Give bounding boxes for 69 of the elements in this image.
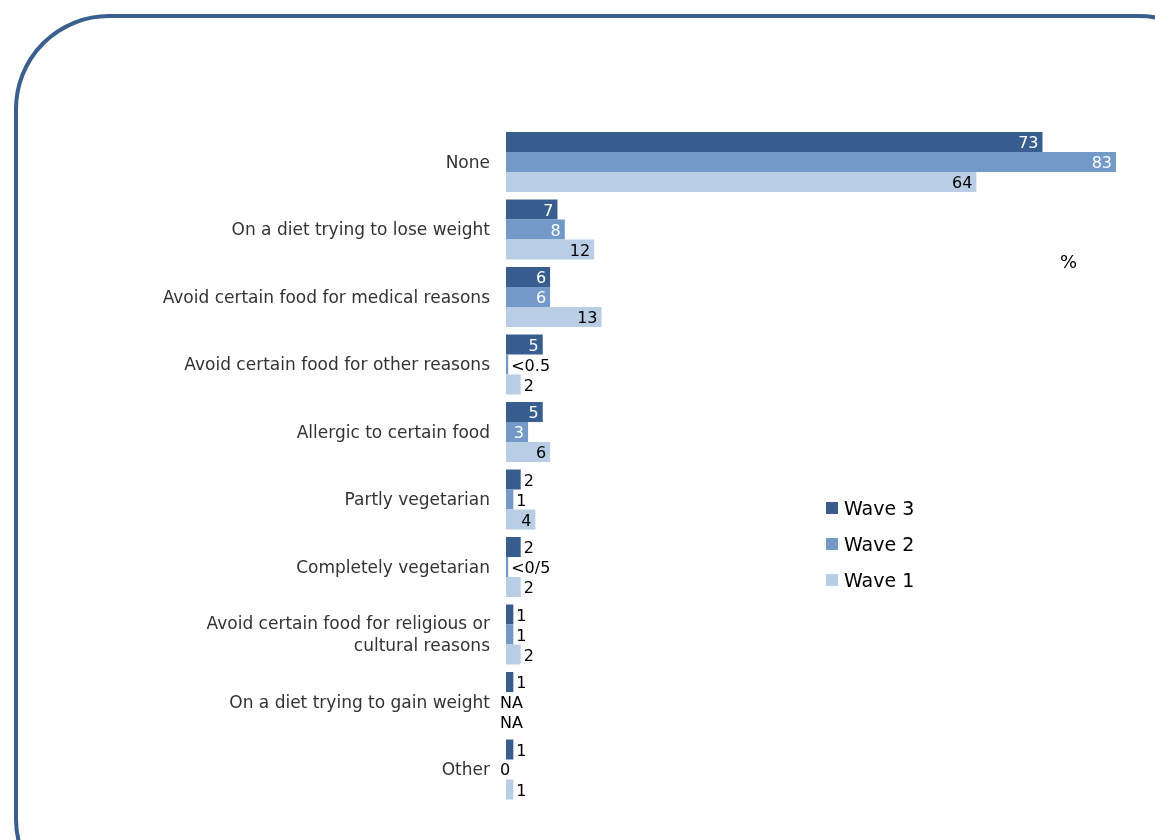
data-label: 7: [543, 200, 554, 220]
bar: [506, 374, 521, 395]
bar: [506, 557, 509, 577]
data-label: 1: [516, 625, 527, 645]
y-tick-label: Avoid certain food for other reasons: [184, 354, 491, 375]
data-label: 73: [1018, 133, 1039, 152]
bar: [506, 219, 565, 240]
data-label: 6: [535, 443, 547, 462]
data-label: 5: [528, 335, 539, 355]
bar: [506, 577, 521, 597]
bar: [506, 402, 543, 422]
data-label: 83: [1091, 153, 1112, 172]
data-label: 6: [535, 268, 547, 287]
data-label: 13: [577, 308, 598, 327]
bar: [506, 489, 514, 510]
y-tick-label: Avoid certain food for medical reasons: [162, 286, 491, 307]
bar: [506, 537, 521, 557]
legend-label: Wave 1: [844, 569, 915, 591]
data-label: 1: [516, 490, 527, 510]
data-label: 1: [516, 673, 527, 692]
bar: [506, 334, 543, 355]
bar: [506, 199, 558, 220]
data-label: 1: [516, 605, 527, 625]
data-label: 2: [523, 538, 534, 557]
data-label: 1: [516, 740, 527, 760]
data-label: 4: [521, 510, 532, 530]
bar: [506, 287, 551, 307]
data-label: 3: [513, 423, 525, 442]
data-label: 0: [500, 760, 511, 780]
bar: [506, 442, 551, 462]
bar: [506, 469, 521, 490]
data-label: 2: [523, 470, 534, 490]
bar: [506, 132, 1043, 152]
bar: [506, 779, 514, 800]
data-label: 8: [550, 220, 561, 240]
data-label: <0/5: [511, 558, 551, 577]
data-label: 12: [569, 240, 591, 260]
legend-label: Wave 2: [844, 533, 915, 555]
y-tick-label: Allergic to certain food: [296, 421, 490, 442]
data-label: 6: [535, 288, 547, 307]
bar: [506, 307, 602, 327]
y-tick-label: None: [445, 151, 490, 172]
text: NA: [500, 692, 523, 712]
legend-label: Wave 3: [844, 497, 915, 519]
bar: [506, 239, 595, 260]
y-tick-label: Other: [441, 759, 490, 780]
y-tick-label: On a diet trying to lose weight: [231, 219, 491, 240]
bar: [506, 152, 1116, 172]
text: NA: [500, 712, 523, 732]
y-tick-label: On a diet trying to gain weight: [229, 691, 491, 712]
bar: [506, 672, 514, 692]
bar: [506, 624, 514, 645]
y-tick-label: Partly vegetarian: [344, 489, 490, 510]
y-tick-label: Avoid certain food for religious or cultural reasons: [206, 613, 491, 656]
data-label: 2: [523, 375, 534, 395]
data-label: 64: [952, 173, 973, 192]
data-label: 5: [528, 403, 539, 422]
bar: [506, 644, 521, 665]
bar: [506, 172, 977, 192]
data-label: 2: [523, 645, 534, 665]
bar: [506, 604, 514, 625]
y-tick-label: Completely vegetarian: [296, 556, 490, 577]
bar: [506, 739, 514, 760]
data-label: 1: [516, 780, 527, 800]
bar: [506, 354, 509, 375]
bar: [506, 267, 551, 287]
data-label: <0.5: [511, 355, 551, 375]
annotation: %: [1060, 251, 1078, 272]
data-label: 2: [523, 578, 534, 597]
